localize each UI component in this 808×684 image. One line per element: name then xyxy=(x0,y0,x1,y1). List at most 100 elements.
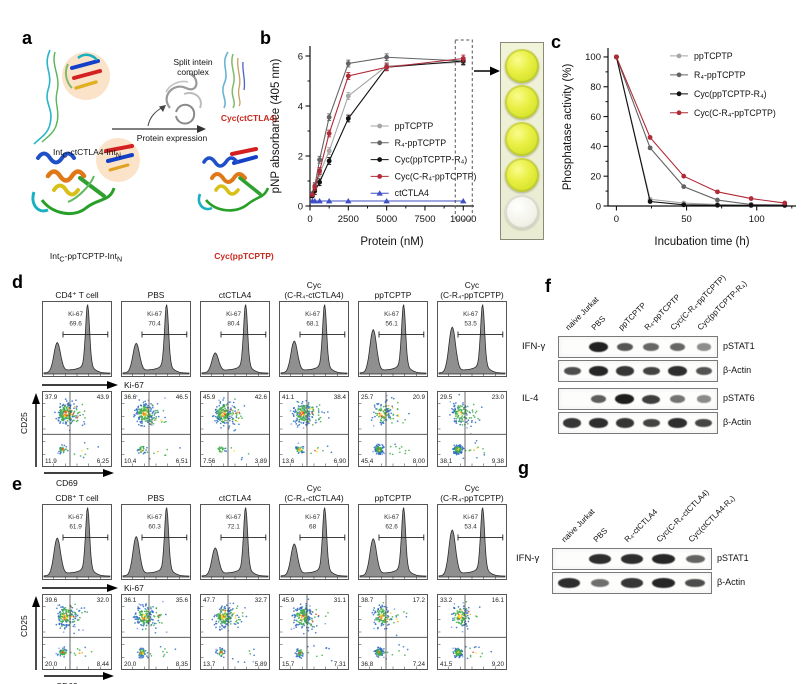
svg-text:13.7: 13.7 xyxy=(203,661,216,668)
flow-column-header: Cyc (C-R₄-ctCTLA4) xyxy=(275,483,353,503)
svg-text:31.1: 31.1 xyxy=(334,597,347,604)
svg-text:pNP absorbance (405 nm): pNP absorbance (405 nm) xyxy=(270,58,282,193)
blot-band xyxy=(652,554,675,564)
svg-text:7500: 7500 xyxy=(414,214,435,225)
cd25-cd69-dot-plot: 39.6 32.0 20.0 8.44 xyxy=(42,594,112,670)
flow-header-line2: (C-R₄-ppTCPTP) xyxy=(440,492,504,503)
blot-band xyxy=(668,418,687,428)
blot-lane-label: naive Jurkat xyxy=(559,507,597,544)
svg-text:2500: 2500 xyxy=(338,214,359,225)
svg-text:Cyc(C-R₄-ppTCPTP): Cyc(C-R₄-ppTCPTP) xyxy=(395,171,477,181)
flow-header-line1: Cyc xyxy=(306,280,322,291)
ki67-histogram: Ki-67 62.6 xyxy=(358,504,428,580)
svg-text:60: 60 xyxy=(590,112,601,123)
svg-text:Ki-67: Ki-67 xyxy=(226,514,241,521)
svg-text:10.4: 10.4 xyxy=(124,458,137,465)
assay-well-4 xyxy=(505,158,539,192)
assay-well-1 xyxy=(505,48,539,83)
ki67-axis-arrow: Ki-67 xyxy=(42,583,144,593)
blot-group-label: IFN-γ xyxy=(516,553,540,564)
blot-lane-label: R₄-ctCTLA4 xyxy=(623,507,660,544)
svg-text:36.1: 36.1 xyxy=(124,597,137,604)
ki67-histogram: Ki-67 60.3 xyxy=(121,504,191,580)
blot-band xyxy=(642,394,660,404)
blot-band xyxy=(695,418,713,428)
svg-text:69.6: 69.6 xyxy=(69,320,82,327)
svg-text:Protein (nM): Protein (nM) xyxy=(360,236,423,248)
blot-strip xyxy=(552,572,712,594)
blot-band xyxy=(590,394,607,404)
blot-strip xyxy=(558,360,718,382)
svg-text:Ki-67: Ki-67 xyxy=(124,380,144,390)
flow-column-header: Cyc (C-R₄-ppTCPTP) xyxy=(433,483,511,503)
blot-band xyxy=(557,578,580,588)
blot-lane-label: R₄-ppTCPTP xyxy=(642,292,682,332)
flow-header-line2: (C-R₄-ppTCPTP) xyxy=(440,289,504,300)
split-intein-structure xyxy=(165,72,202,125)
svg-text:Ki-67: Ki-67 xyxy=(384,514,399,521)
cd25-axis-arrow xyxy=(32,596,40,670)
svg-text:16.1: 16.1 xyxy=(492,597,505,604)
svg-text:9.20: 9.20 xyxy=(492,661,505,668)
wells-pointer-arrow xyxy=(474,66,500,76)
blot-band xyxy=(589,342,608,352)
blot-row-label: β-Actin xyxy=(717,577,746,587)
svg-text:R₄-ppTCPTP: R₄-ppTCPTP xyxy=(694,70,746,80)
ki67-histogram: Ki-67 53.4 xyxy=(437,504,507,580)
flow-header-line2: CD4⁺ T cell xyxy=(55,289,99,300)
svg-text:20.9: 20.9 xyxy=(413,394,426,401)
svg-text:20: 20 xyxy=(590,171,601,182)
svg-text:61.9: 61.9 xyxy=(69,523,82,530)
svg-text:32.7: 32.7 xyxy=(255,597,268,604)
flow-header-line1: Cyc xyxy=(464,483,480,494)
svg-text:100: 100 xyxy=(585,52,601,63)
flow-column-header: ctCTLA4 xyxy=(196,483,274,503)
blot-band xyxy=(589,366,608,376)
flow-header-line2: ctCTLA4 xyxy=(218,289,252,300)
protein-expression-label: Protein expression xyxy=(136,133,208,143)
cd25-cd69-dot-plot: 33.2 16.1 41.5 9.20 xyxy=(437,594,507,670)
blot-lane-label: ppTCPTP xyxy=(616,300,648,332)
cd69-axis-arrow xyxy=(44,672,114,680)
blot-band xyxy=(697,343,711,351)
svg-text:4: 4 xyxy=(298,101,303,112)
assay-well-5 xyxy=(505,194,539,229)
svg-text:Ki-67: Ki-67 xyxy=(124,583,144,593)
blot-lane-label: PBS xyxy=(589,314,608,332)
svg-text:36.8: 36.8 xyxy=(361,661,374,668)
ki67-histogram: Ki-67 80.4 xyxy=(200,301,270,377)
svg-text:Ki-67: Ki-67 xyxy=(68,311,83,318)
svg-text:Ki-67: Ki-67 xyxy=(463,514,478,521)
panel-a-label: a xyxy=(22,28,33,48)
product-top-label: Cyc(ctCTLA4) xyxy=(220,113,278,123)
ki67-histogram: Ki-67 72.1 xyxy=(200,504,270,580)
reaction-arrow xyxy=(112,105,206,133)
flow-column-header: CD4⁺ T cell xyxy=(38,280,116,300)
product-bottom-label: Cyc(ppTCPTP) xyxy=(214,251,274,261)
svg-text:Ki-67: Ki-67 xyxy=(226,311,241,318)
ki67-histogram: Ki-67 53.5 xyxy=(437,301,507,377)
blot-band xyxy=(652,578,675,588)
blot-strip xyxy=(558,388,718,410)
structure-intc-pptcptp-intn xyxy=(31,138,140,216)
svg-text:43.9: 43.9 xyxy=(97,394,110,401)
flow-column-header: ctCTLA4 xyxy=(196,280,274,300)
flow-header-line2: PBS xyxy=(147,289,165,300)
svg-text:45.9: 45.9 xyxy=(282,597,295,604)
blot-lane-label: Cyc(C-R₄-ctCTLA4) xyxy=(654,487,711,544)
flow-column-header: ppTCPTP xyxy=(354,483,432,503)
svg-text:11.9: 11.9 xyxy=(45,458,57,465)
cd25-cd69-dot-plot: 45.9 31.1 15.7 7.31 xyxy=(279,594,349,670)
blot-band xyxy=(620,554,643,564)
blot-band xyxy=(695,366,713,376)
svg-text:35.6: 35.6 xyxy=(176,597,189,604)
svg-text:7.56: 7.56 xyxy=(203,458,216,465)
svg-text:39.6: 39.6 xyxy=(45,597,58,604)
blot-band xyxy=(591,579,610,587)
blot-lane-label: PBS xyxy=(591,526,610,544)
cd25-cd69-dot-plot: 47.7 32.7 13.7 5.89 xyxy=(200,594,270,670)
svg-text:Phosphatase activity (%): Phosphatase activity (%) xyxy=(562,64,574,191)
svg-text:5000: 5000 xyxy=(376,214,397,225)
svg-text:38.7: 38.7 xyxy=(361,597,374,604)
svg-text:53.5: 53.5 xyxy=(464,320,477,327)
